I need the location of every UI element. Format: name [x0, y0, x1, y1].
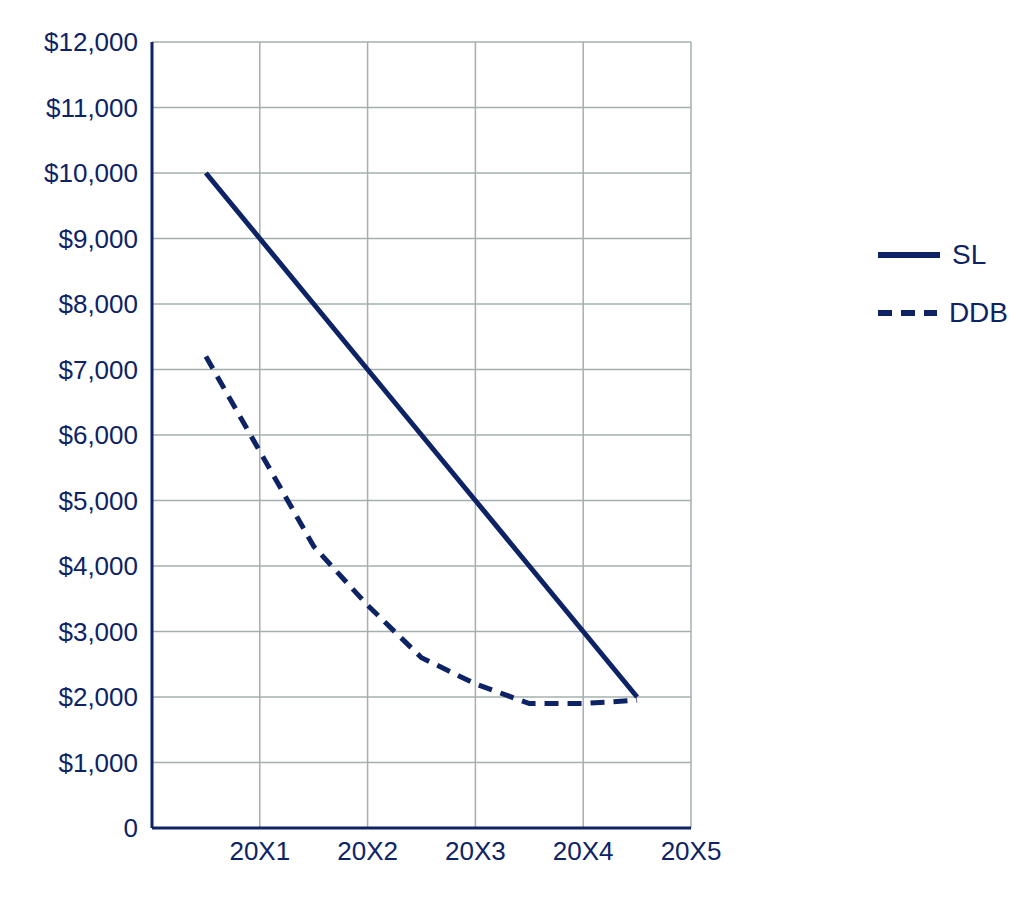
- svg-text:$2,000: $2,000: [58, 682, 138, 712]
- svg-text:$5,000: $5,000: [58, 486, 138, 516]
- svg-text:$10,000: $10,000: [44, 158, 138, 188]
- svg-text:20X4: 20X4: [553, 836, 614, 866]
- svg-text:$6,000: $6,000: [58, 420, 138, 450]
- svg-text:20X3: 20X3: [445, 836, 506, 866]
- svg-text:0: 0: [124, 813, 138, 843]
- svg-text:$11,000: $11,000: [46, 93, 138, 123]
- svg-text:$12,000: $12,000: [44, 27, 138, 57]
- svg-text:$3,000: $3,000: [58, 617, 138, 647]
- svg-text:$4,000: $4,000: [58, 551, 138, 581]
- svg-text:$1,000: $1,000: [58, 748, 138, 778]
- svg-text:$8,000: $8,000: [58, 289, 138, 319]
- svg-text:20X5: 20X5: [661, 836, 722, 866]
- html-text:SL: SL: [952, 239, 987, 270]
- html-text:DDB: DDB: [948, 297, 1008, 328]
- svg-text:$9,000: $9,000: [58, 224, 138, 254]
- svg-text:$7,000: $7,000: [58, 355, 138, 385]
- svg-text:20X1: 20X1: [229, 836, 290, 866]
- svg-text:20X2: 20X2: [337, 836, 398, 866]
